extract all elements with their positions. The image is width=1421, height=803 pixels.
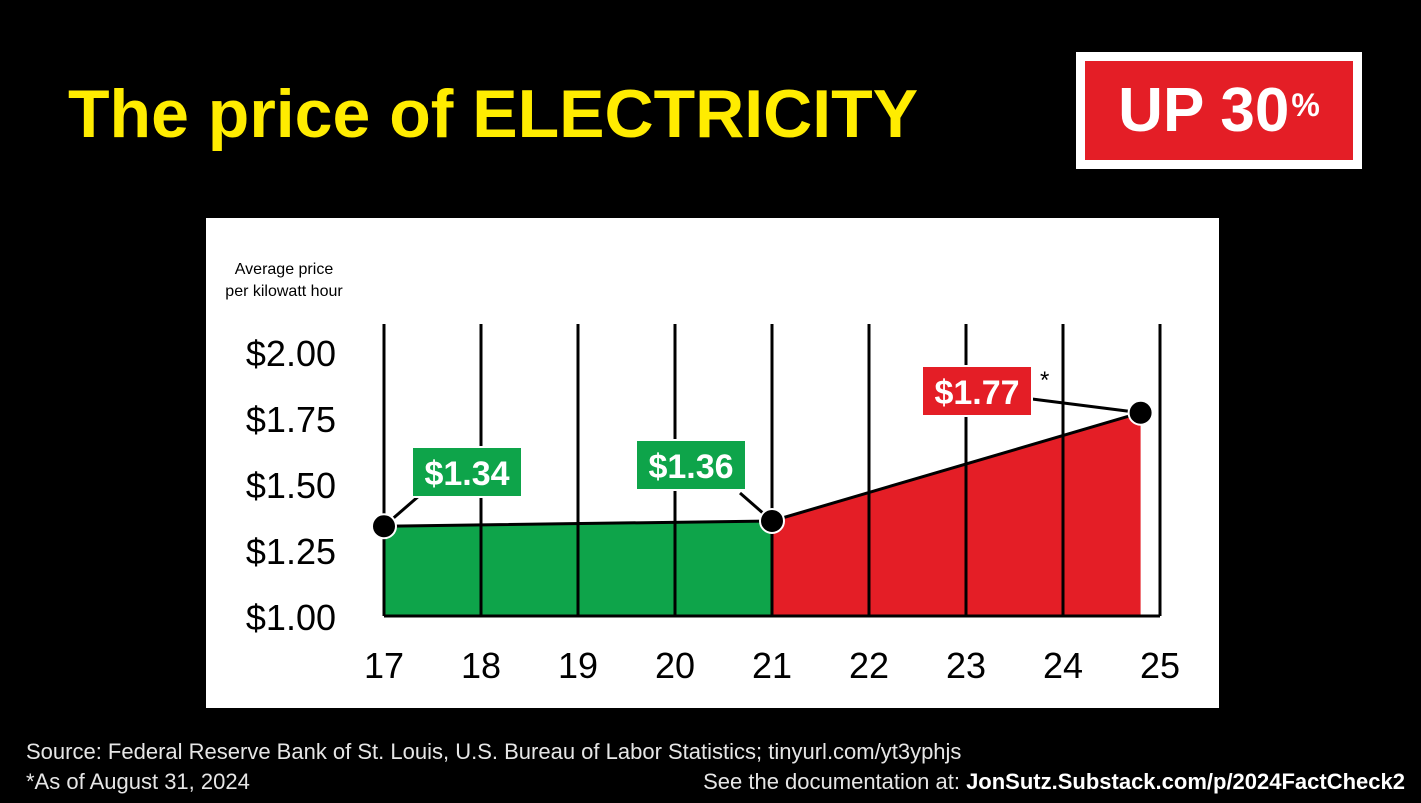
data-label: $1.34 (424, 455, 509, 493)
badge-box: UP 30 % (1085, 61, 1353, 160)
y-axis-label-line: per kilowatt hour (225, 283, 343, 300)
percent-change-badge: UP 30 % (1076, 52, 1362, 169)
data-point (759, 507, 785, 534)
x-tick-label: 20 (655, 645, 695, 686)
data-label-note: * (1040, 367, 1049, 394)
x-tick-label: 17 (364, 645, 404, 686)
callout-leader-line (1031, 397, 1141, 415)
x-tick-label: 25 (1140, 645, 1180, 686)
badge-text: UP 30 (1118, 75, 1290, 145)
page-title: The price of ELECTRICITY (68, 76, 919, 152)
x-tick-label: 18 (461, 645, 501, 686)
electricity-price-chart: Average price per kilowatt hour $2.00 $1.75… (225, 261, 1180, 686)
x-tick-label: 22 (849, 645, 889, 686)
y-tick-label: $1.00 (246, 597, 336, 638)
x-tick-label: 21 (752, 645, 792, 686)
data-point (371, 513, 397, 540)
documentation-note: See the documentation at: JonSutz.Substa… (703, 767, 1405, 797)
y-tick-label: $1.50 (246, 465, 336, 506)
source-note: Source: Federal Reserve Bank of St. Loui… (26, 739, 962, 764)
callout-box (411, 446, 523, 498)
x-tick-label: 23 (946, 645, 986, 686)
area-red-fill (772, 412, 1141, 616)
x-tick-label: 24 (1043, 645, 1083, 686)
data-point (1127, 399, 1154, 426)
x-tick-label: 19 (558, 645, 598, 686)
footnote: *As of August 31, 2024 (26, 769, 250, 794)
callout-box (635, 439, 747, 491)
data-label: $1.36 (648, 448, 733, 486)
docs-link[interactable]: JonSutz.Substack.com/p/2024FactCheck2 (966, 769, 1405, 794)
y-axis-label-line: Average price (235, 261, 334, 278)
callout-box (921, 365, 1033, 417)
docs-prefix: See the documentation at: (703, 769, 967, 794)
chart-panel: Average price per kilowatt hour $2.00 $1.75… (206, 218, 1219, 708)
y-tick-label: $2.00 (246, 333, 336, 374)
badge-percent-symbol: % (1291, 87, 1320, 123)
data-label: $1.77 (934, 374, 1019, 412)
y-tick-label: $1.75 (246, 399, 336, 440)
y-tick-label: $1.25 (246, 531, 336, 572)
